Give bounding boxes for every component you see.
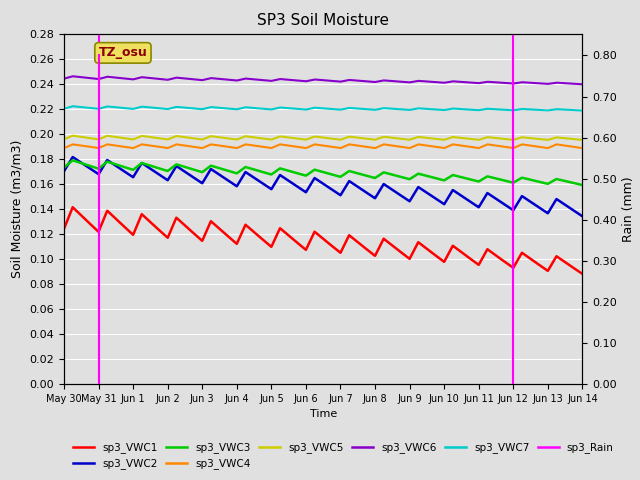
Title: SP3 Soil Moisture: SP3 Soil Moisture [257,13,389,28]
Legend: sp3_VWC1, sp3_VWC2, sp3_VWC3, sp3_VWC4, sp3_VWC5, sp3_VWC6, sp3_VWC7, sp3_Rain: sp3_VWC1, sp3_VWC2, sp3_VWC3, sp3_VWC4, … [69,438,618,474]
Y-axis label: Soil Moisture (m3/m3): Soil Moisture (m3/m3) [11,140,24,278]
Y-axis label: Rain (mm): Rain (mm) [623,176,636,241]
X-axis label: Time: Time [310,409,337,419]
Text: TZ_osu: TZ_osu [99,47,147,60]
